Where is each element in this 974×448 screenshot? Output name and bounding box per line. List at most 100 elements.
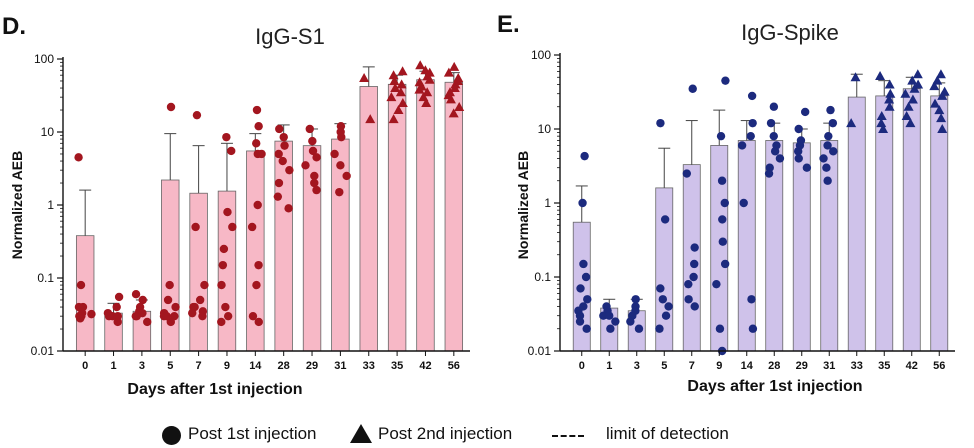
data-point-post1: [721, 76, 730, 85]
data-point-post1: [254, 122, 263, 131]
legend: Post 1st injection Post 2nd injection li…: [0, 418, 974, 446]
data-point-post1: [822, 163, 831, 172]
x-tick-label: 0: [579, 360, 585, 372]
data-point-post2: [878, 124, 889, 133]
data-point-post1: [305, 124, 314, 134]
bar: [359, 86, 378, 352]
data-point-post1: [660, 215, 670, 224]
data-point-post1: [739, 198, 748, 208]
data-point-post1: [769, 131, 778, 141]
data-point-post1: [254, 260, 263, 270]
x-tick-label: 5: [167, 360, 173, 372]
chart-title: IgG-S1: [255, 24, 325, 49]
data-point-post1: [308, 146, 318, 156]
data-point-post1: [575, 311, 585, 320]
data-point-post1: [819, 154, 828, 163]
data-point-post2: [846, 118, 857, 128]
data-point-post1: [656, 284, 665, 293]
data-point-post1: [217, 280, 226, 290]
data-point-post1: [222, 132, 231, 142]
data-point-post1: [829, 147, 838, 156]
x-tick-label: 56: [933, 360, 945, 372]
data-point-post1: [712, 279, 721, 289]
bar: [189, 192, 208, 352]
data-point-post1: [113, 317, 122, 327]
x-tick-label: 33: [851, 360, 863, 372]
data-point-post1: [658, 295, 668, 304]
data-point-post1: [682, 169, 692, 178]
data-point-post1: [718, 215, 727, 224]
legend-post2-label: Post 2nd injection: [378, 424, 513, 443]
data-point-post1: [802, 163, 812, 172]
x-tick-label: 9: [224, 360, 230, 372]
data-point-post2: [448, 108, 459, 118]
data-point-post1: [284, 204, 293, 213]
data-point-post2: [393, 105, 404, 115]
x-tick-label: 1: [110, 360, 116, 372]
data-point-post2: [912, 69, 923, 79]
x-tick-label: 35: [391, 360, 403, 372]
bar: [444, 81, 464, 352]
x-tick-label: 9: [716, 360, 722, 372]
bar: [737, 140, 756, 352]
legend-post1-label: Post 1st injection: [188, 424, 317, 443]
data-point-post1: [582, 324, 591, 333]
data-point-post1: [278, 156, 287, 166]
data-point-post2: [907, 94, 918, 104]
data-point-post1: [223, 311, 233, 321]
data-point-post1: [280, 141, 289, 150]
data-point-post2: [884, 101, 895, 111]
data-point-post1: [720, 259, 730, 269]
y-axis-label: Normalized AEB: [515, 151, 531, 259]
x-tick-label: 42: [419, 360, 431, 372]
data-point-post1: [279, 132, 288, 142]
data-point-post2: [390, 83, 401, 93]
x-tick-label: 7: [196, 360, 202, 372]
data-point-post1: [257, 149, 266, 159]
data-point-post2: [935, 69, 946, 79]
data-point-post1: [336, 161, 345, 170]
data-point-post1: [112, 302, 121, 312]
data-point-post1: [312, 153, 321, 162]
x-tick-label: 35: [878, 360, 890, 372]
x-tick-label: 0: [82, 360, 88, 372]
x-tick-label: 1: [606, 360, 612, 372]
data-point-post1: [606, 324, 615, 333]
x-tick-label: 7: [689, 360, 695, 372]
data-point-post1: [664, 302, 673, 311]
data-point-post1: [717, 176, 727, 185]
data-point-post2: [900, 88, 911, 98]
dashed-line-icon: [552, 435, 584, 437]
data-point-post1: [248, 311, 258, 321]
data-point-post2: [929, 81, 940, 91]
legend-lod-label: limit of detection: [606, 424, 729, 443]
data-point-post1: [828, 118, 838, 128]
data-point-post1: [131, 289, 141, 299]
x-tick-label: 31: [823, 360, 835, 372]
x-tick-label: 14: [741, 360, 754, 372]
data-point-post1: [575, 317, 585, 326]
data-point-post1: [78, 302, 88, 312]
data-point-post1: [166, 102, 176, 112]
data-point-post1: [247, 222, 257, 232]
data-point-post1: [578, 198, 587, 208]
data-point-post1: [800, 107, 810, 117]
data-point-post1: [748, 118, 757, 128]
data-point-post1: [335, 187, 344, 197]
data-point-post1: [310, 171, 319, 181]
data-point-post1: [823, 176, 832, 185]
data-point-post2: [937, 90, 948, 100]
data-point-post1: [131, 311, 140, 321]
data-point-post1: [195, 295, 205, 305]
y-axis-label: Normalized AEB: [9, 151, 25, 259]
data-point-post2: [449, 61, 460, 71]
x-tick-label: 56: [448, 360, 460, 372]
data-point-post1: [770, 147, 780, 156]
data-point-post1: [764, 169, 774, 178]
x-tick-label: 5: [661, 360, 667, 372]
data-point-post1: [690, 259, 699, 269]
bar: [416, 79, 435, 352]
data-point-post1: [715, 324, 725, 333]
bar: [792, 142, 811, 352]
circle-marker-icon: [162, 426, 181, 445]
